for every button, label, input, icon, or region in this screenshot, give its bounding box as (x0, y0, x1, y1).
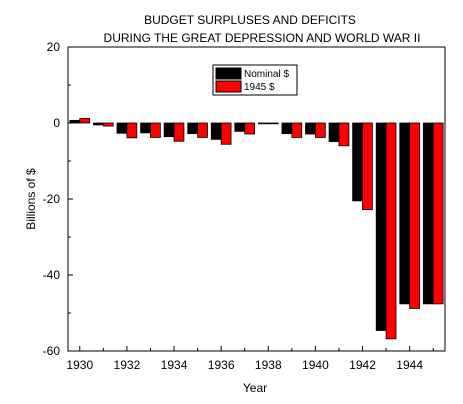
legend-swatch-nominal (215, 67, 242, 80)
x-tick-label: 1940 (302, 358, 329, 372)
bar-1945-1930 (79, 118, 91, 124)
bar-nominal-1936 (210, 122, 222, 140)
y-axis: 20 0 -20 -40 -60 (43, 40, 73, 358)
bar-nominal-1932 (116, 122, 128, 134)
x-axis: 1930 1932 1934 1936 1938 1940 1942 1944 (66, 346, 434, 372)
bar-1945-1931 (102, 122, 114, 127)
chart-title-line-1: BUDGET SURPLUSES AND DEFICITS (144, 13, 356, 27)
x-tick-label: 1932 (114, 358, 141, 372)
x-tick-label: 1938 (255, 358, 282, 372)
bar-1945-1939 (291, 122, 303, 138)
bar-nominal-1943 (375, 122, 387, 331)
bar-1945-1936 (220, 122, 232, 145)
bar-1945-1943 (385, 122, 397, 340)
bar-1945-1937 (244, 122, 256, 135)
bar-1945-1933 (150, 122, 161, 138)
bar-1945-1942 (362, 122, 373, 211)
x-tick-label: 1936 (208, 358, 235, 372)
x-tick-label: 1944 (396, 358, 423, 372)
bar-1945-1944 (409, 122, 420, 309)
bar-nominal-1941 (328, 122, 340, 143)
y-tick-label: 0 (53, 116, 60, 130)
x-axis-label: Year (243, 381, 267, 395)
y-tick-label: -60 (43, 344, 61, 358)
bar-nominal-1935 (187, 122, 198, 135)
bar-group (69, 118, 444, 340)
bar-1945-1932 (126, 122, 138, 139)
x-tick-label: 1942 (349, 358, 376, 372)
bar-nominal-1934 (163, 122, 175, 138)
legend-swatch-1945 (215, 80, 242, 93)
legend: Nominal $ 1945 $ (212, 64, 298, 96)
legend-label-nominal: Nominal $ (244, 69, 289, 80)
y-tick-label: -40 (43, 268, 61, 282)
bar-nominal-1942 (352, 122, 363, 202)
y-tick-label: -20 (43, 192, 61, 206)
bar-nominal-1938 (257, 122, 269, 125)
bar-nominal-1944 (399, 122, 411, 305)
legend-label-1945: 1945 $ (244, 82, 275, 93)
x-tick-label: 1934 (161, 358, 188, 372)
bar-1945-1934 (173, 122, 185, 142)
bar-1945-1941 (338, 122, 350, 147)
bar-1945-1945 (432, 122, 444, 305)
bar-nominal-1931 (93, 122, 104, 126)
bar-nominal-1940 (305, 122, 316, 135)
bar-1945-1940 (315, 122, 326, 138)
x-tick-label: 1930 (66, 358, 93, 372)
bar-nominal-1937 (234, 122, 246, 132)
bar-1945-1938 (267, 122, 279, 125)
bar-1945-1935 (197, 122, 208, 138)
bar-nominal-1933 (140, 122, 151, 134)
chart-title-line-2: DURING THE GREAT DEPRESSION AND WORLD WA… (104, 31, 421, 45)
y-tick-label: 20 (47, 40, 61, 54)
bar-nominal-1945 (422, 122, 434, 305)
y-axis-label: Billions of $ (24, 168, 38, 230)
bar-nominal-1939 (281, 122, 293, 135)
